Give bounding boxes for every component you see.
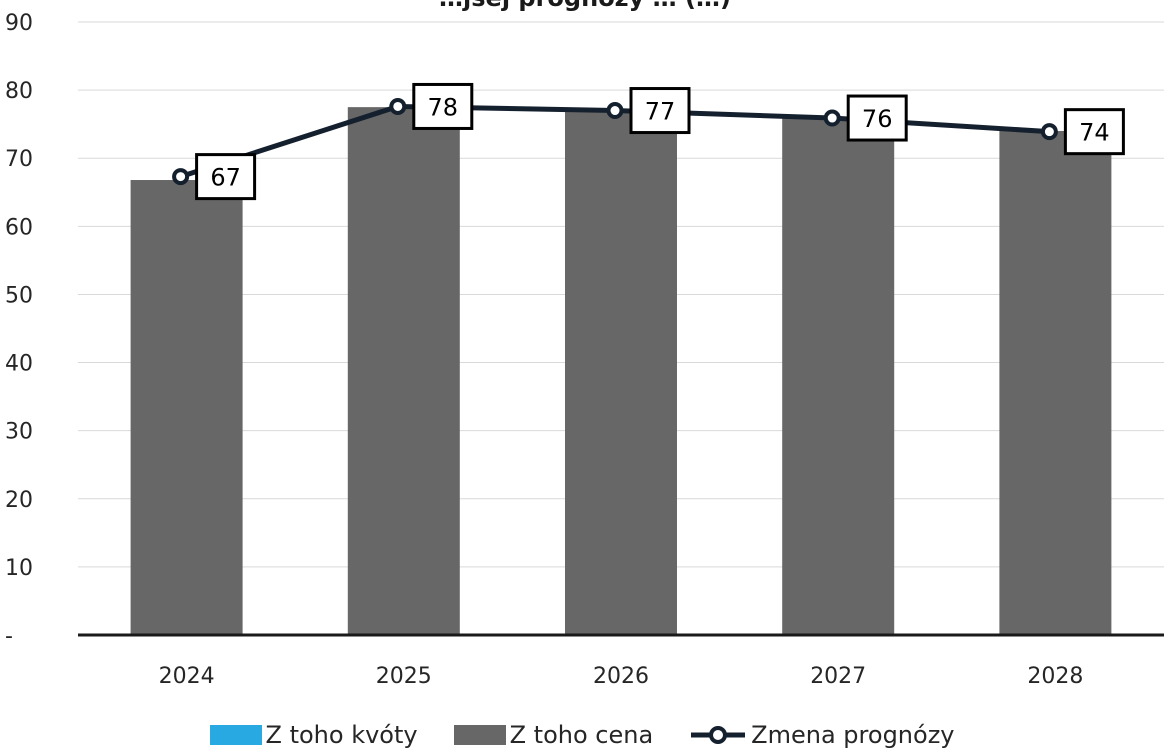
chart: …jšej prognózy … (…) - 10 20 30 40 50 60 70 80 90… [5,0,1164,689]
y-tick-label: 80 [5,79,33,104]
data-label-box [412,82,474,130]
x-tick-label: 2028 [1027,664,1083,689]
legend-label-cena: Z toho cena [509,720,654,749]
data-label-box [195,153,257,201]
y-tick-label: - [5,624,13,649]
x-tick-label: 2025 [376,664,432,689]
x-tick-label: 2024 [159,664,215,689]
data-label-box [1063,108,1125,156]
svg-text:…jšej prognózy … (…): …jšej prognózy … (…) [439,0,731,12]
y-tick-label: 40 [5,352,33,377]
line-point [606,102,624,120]
legend-item-cena: Z toho cena [453,720,654,749]
y-tick-label: 70 [5,147,33,172]
data-label: 67 [210,164,241,192]
data-label: 78 [428,93,459,121]
data-label: 76 [862,105,893,133]
y-tick-label: 60 [5,215,33,240]
legend-item-kvoty: Z toho kvóty [209,720,418,749]
y-tick-label: 20 [5,488,33,513]
y-axis: - 10 20 30 40 50 60 70 80 90 [5,11,33,649]
y-tick-label: 10 [5,556,33,581]
bar [347,107,460,635]
x-axis-labels: 2024 2025 2026 2027 2028 [159,664,1084,689]
legend-item-zmena: Zmena prognózy [689,720,955,749]
legend-label-kvoty: Z toho kvóty [265,720,418,749]
line-point [172,168,190,186]
x-tick-label: 2026 [593,664,649,689]
line-point [389,97,407,115]
line-point [823,109,841,127]
bars [130,107,1112,636]
legend-swatch-cena [453,724,506,745]
legend-label-zmena: Zmena prognózy [751,720,955,749]
data-label: 77 [645,98,676,126]
line-point [1040,123,1058,141]
legend-swatch-kvoty [209,724,262,745]
y-tick-label: 90 [5,11,33,36]
y-tick-label: 30 [5,420,33,445]
data-label-box [846,94,908,142]
bar [999,130,1112,635]
legend: Z toho kvóty Z toho cena Zmena prognózy [0,718,1164,751]
y-tick-label: 50 [5,283,33,308]
chart-title: …jšej prognózy … (…) [439,0,731,12]
bar [782,117,895,636]
data-labels: 67 78 77 76 74 [195,82,1125,201]
data-label-box [629,87,691,135]
x-tick-label: 2027 [810,664,866,689]
data-label: 74 [1079,119,1110,147]
bar [565,110,677,636]
bar [130,180,243,636]
legend-line-marker-icon [691,725,746,744]
